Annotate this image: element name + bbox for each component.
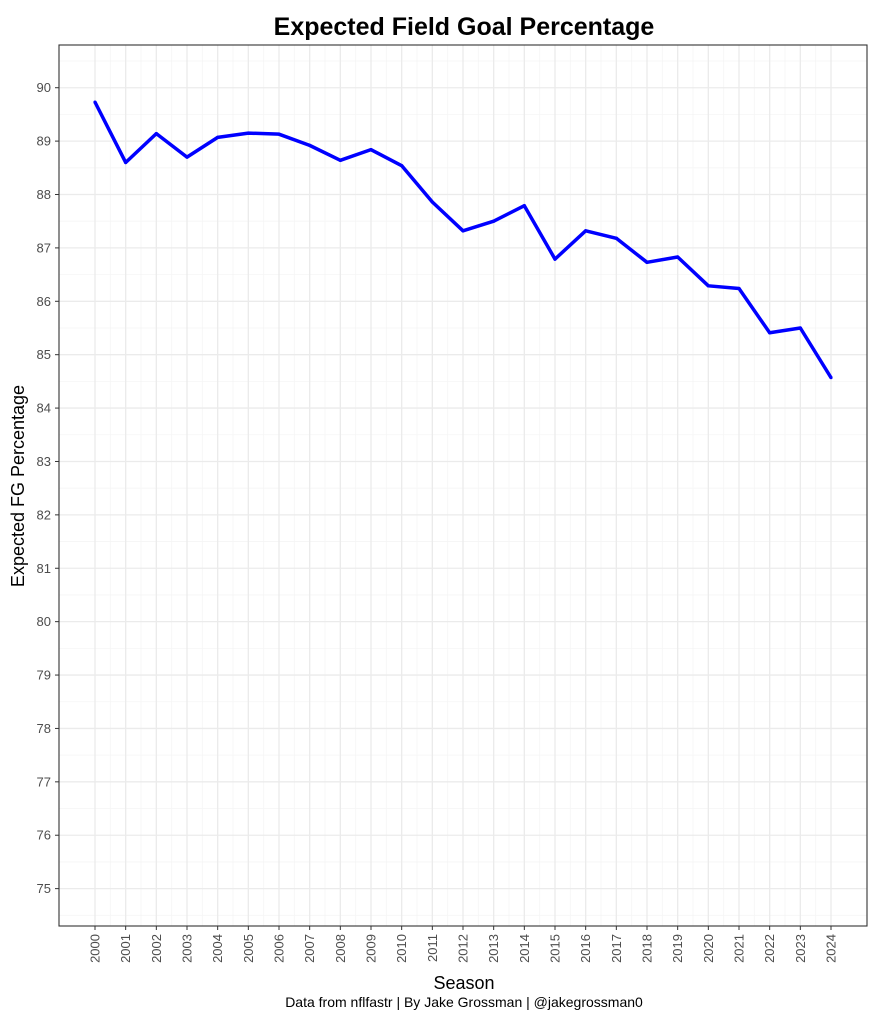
x-tick-label: 2023 <box>793 934 808 963</box>
major-gridlines <box>59 45 867 926</box>
y-tick-label: 89 <box>37 134 51 149</box>
data-point-2024 <box>829 376 833 380</box>
data-point-2015 <box>553 257 557 261</box>
caption: Data from nflfastr | By Jake Grossman | … <box>285 994 643 1010</box>
x-tick-label: 2006 <box>272 934 287 963</box>
x-tick-label: 2013 <box>486 934 501 963</box>
y-tick-label: 88 <box>37 187 51 202</box>
data-point-2018 <box>645 260 649 264</box>
x-tick-label: 2017 <box>609 934 624 963</box>
y-tick-label: 82 <box>37 507 51 522</box>
x-tick-label: 2018 <box>640 934 655 963</box>
data-point-2020 <box>706 284 710 288</box>
y-axis-title: Expected FG Percentage <box>8 385 28 587</box>
x-tick-label: 2024 <box>824 934 839 963</box>
x-axis-title: Season <box>433 973 494 993</box>
x-tick-label: 2012 <box>456 934 471 963</box>
y-tick-label: 75 <box>37 881 51 896</box>
data-point-2013 <box>492 219 496 223</box>
x-tick-label: 2003 <box>180 934 195 963</box>
x-tick-label: 2016 <box>578 934 593 963</box>
data-point-2014 <box>522 204 526 208</box>
data-point-2008 <box>338 158 342 162</box>
x-tick-label: 2019 <box>670 934 685 963</box>
y-tick-label: 84 <box>37 401 51 416</box>
y-axis: 75 76 77 78 79 80 81 82 83 84 85 86 87 88 89 90 <box>37 80 59 896</box>
x-tick-label: 2001 <box>118 934 133 963</box>
y-tick-label: 86 <box>37 294 51 309</box>
x-tick-label: 2008 <box>333 934 348 963</box>
x-tick-label: 2014 <box>517 934 532 963</box>
data-point-2004 <box>216 135 220 139</box>
y-tick-label: 80 <box>37 614 51 629</box>
x-tick-label: 2004 <box>210 934 225 963</box>
x-tick-label: 2005 <box>241 934 256 963</box>
data-point-2011 <box>430 200 434 204</box>
x-tick-label: 2010 <box>394 934 409 963</box>
data-points <box>93 100 833 380</box>
data-point-2016 <box>584 229 588 233</box>
data-point-2003 <box>185 155 189 159</box>
y-tick-label: 83 <box>37 454 51 469</box>
y-tick-label: 77 <box>37 774 51 789</box>
y-tick-label: 81 <box>37 561 51 576</box>
x-tick-label: 2015 <box>548 934 563 963</box>
y-tick-label: 90 <box>37 80 51 95</box>
data-point-2001 <box>124 160 128 165</box>
x-axis: 2000 2001 2002 2003 2004 2005 2006 2007 2008 2009… <box>88 926 839 963</box>
data-point-2010 <box>400 164 404 168</box>
y-tick-label: 87 <box>37 240 51 255</box>
data-point-2023 <box>798 326 802 330</box>
x-tick-label: 2022 <box>762 934 777 963</box>
data-point-2022 <box>768 331 772 335</box>
data-point-2006 <box>277 132 281 136</box>
data-point-2021 <box>737 286 741 291</box>
chart-title: Expected Field Goal Percentage <box>274 13 655 41</box>
data-point-2017 <box>614 236 618 240</box>
x-tick-label: 2000 <box>88 934 103 963</box>
y-tick-label: 79 <box>37 668 51 683</box>
x-tick-label: 2007 <box>302 934 317 963</box>
x-tick-label: 2021 <box>732 934 747 963</box>
x-tick-label: 2002 <box>149 934 164 963</box>
data-point-2002 <box>154 132 158 136</box>
y-tick-label: 76 <box>37 828 51 843</box>
data-point-2000 <box>93 100 97 104</box>
y-tick-label: 78 <box>37 721 51 736</box>
data-point-2012 <box>461 229 465 233</box>
data-point-2007 <box>308 143 312 147</box>
data-point-2019 <box>676 255 680 259</box>
y-tick-label: 85 <box>37 347 51 362</box>
x-tick-label: 2009 <box>364 934 379 963</box>
x-tick-label: 2011 <box>425 934 440 962</box>
data-point-2005 <box>246 131 250 135</box>
data-point-2009 <box>369 148 373 152</box>
x-tick-label: 2020 <box>701 934 716 963</box>
